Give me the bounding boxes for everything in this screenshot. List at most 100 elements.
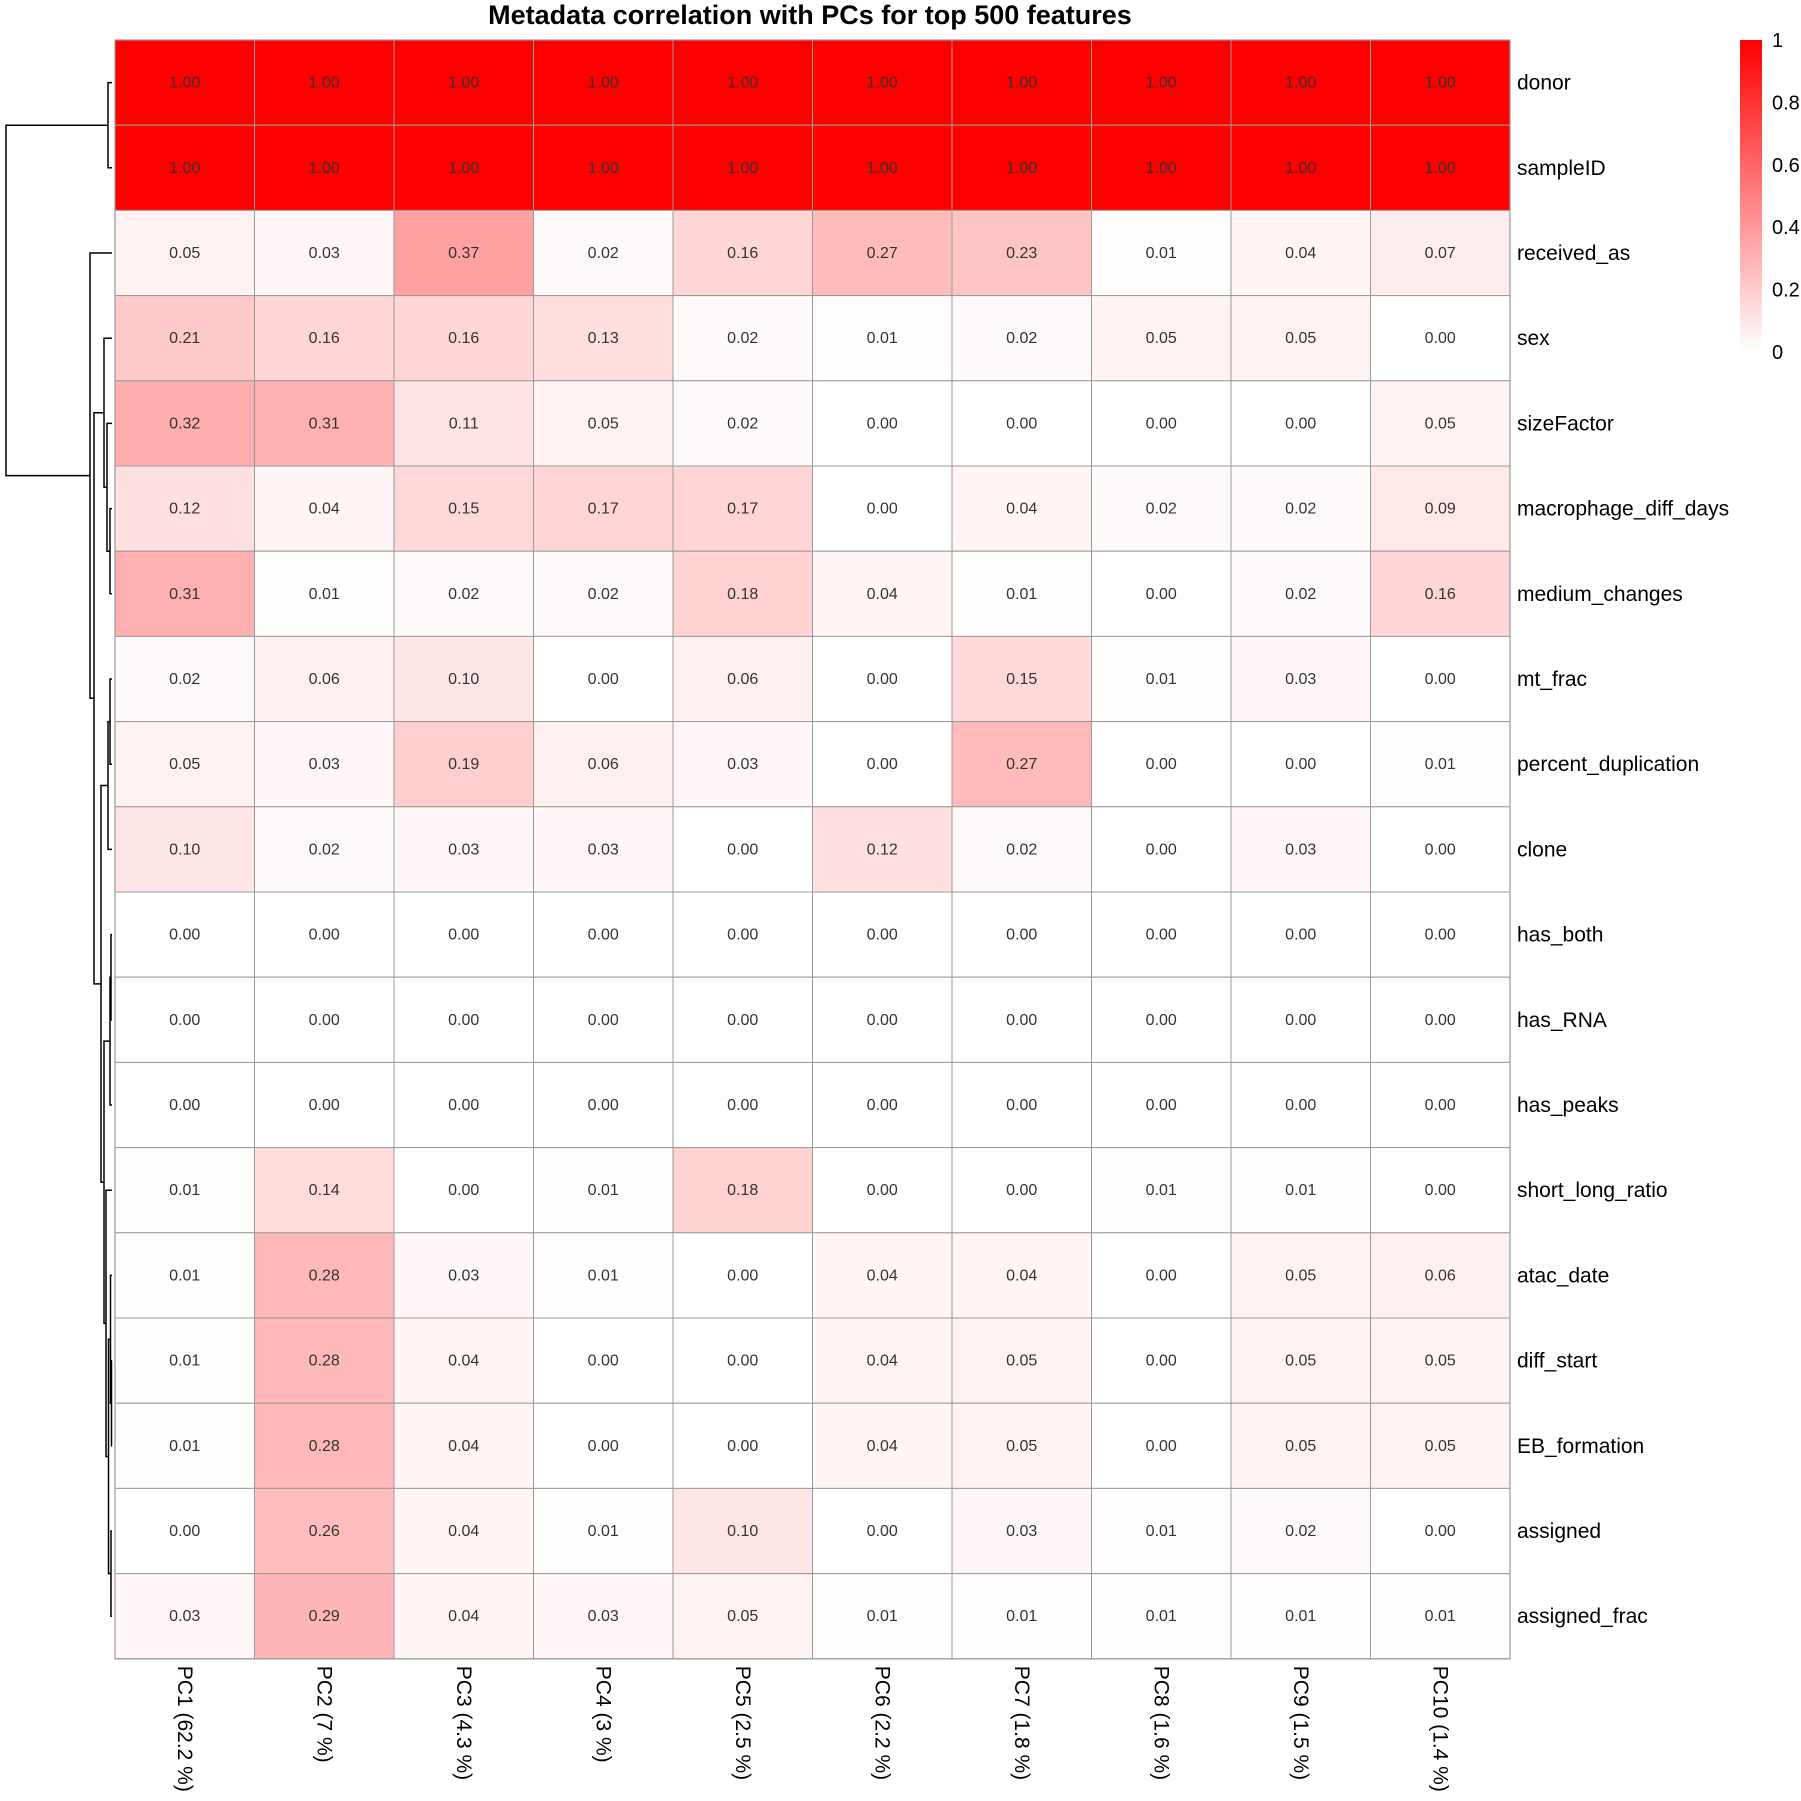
heatmap-cell [533,635,674,723]
heatmap-cell [533,1487,674,1575]
heatmap-cell [1091,39,1232,126]
cell-value-label: 0.04 [448,1353,479,1370]
heatmap-cell [1370,295,1511,382]
cell-value-label: 0.26 [309,1523,340,1540]
heatmap-cell [812,550,953,637]
cell-value-label: 0.15 [448,501,479,518]
heatmap-cell [393,1061,534,1149]
cell-value-label: 0.05 [1285,1353,1316,1370]
heatmap-cell [114,465,255,552]
heatmap-cell [533,1402,674,1489]
row-label: assigned_frac [1517,1605,1648,1628]
cell-value-label: 0.00 [1146,415,1177,432]
cell-value-label: 0.03 [1006,1523,1037,1540]
heatmap-cell [533,124,674,211]
cell-value-label: 0.01 [1425,1608,1456,1625]
heatmap-cell [1091,1232,1232,1319]
cell-value-label: 0.01 [1146,245,1177,262]
cell-value-label: 0.00 [1146,1097,1177,1114]
heatmap-cell [672,465,813,552]
heatmap-cell [114,1317,255,1404]
heatmap-cell [393,1487,534,1575]
cell-value-label: 0.00 [1146,927,1177,944]
cell-value-label: 0.10 [169,841,200,858]
cell-value-label: 1.00 [169,160,200,177]
heatmap-cell [1370,976,1511,1063]
dendrogram-branch [110,1530,112,1617]
heatmap-cell [1230,1317,1371,1404]
heatmap-cell [533,1232,674,1319]
cell-value-label: 0.00 [727,927,758,944]
heatmap-cell [812,1487,953,1575]
cell-value-label: 1.00 [1006,75,1037,92]
heatmap-cell [1230,209,1371,297]
heatmap-cell [1230,124,1371,211]
cell-value-label: 0.00 [867,415,898,432]
cell-value-label: 0.01 [1006,586,1037,603]
heatmap-cell [393,124,534,211]
cell-value-label: 0.04 [309,501,340,518]
cell-value-label: 0.01 [867,330,898,347]
heatmap-cell [393,635,534,723]
cell-value-label: 0.04 [867,1438,898,1455]
heatmap-cell [812,891,953,978]
cell-value-label: 0.28 [309,1353,340,1370]
heatmap-cell [1370,124,1511,211]
heatmap-cell [254,635,395,723]
cell-value-label: 0.00 [1146,1438,1177,1455]
cell-value-label: 0.16 [727,245,758,262]
cell-value-label: 0.00 [448,1182,479,1199]
heatmap-cell [114,39,255,126]
legend-tick-label: 1 [1772,30,1783,52]
cell-value-label: 0.02 [588,245,619,262]
cell-value-label: 0.02 [727,330,758,347]
row-label: macrophage_diff_days [1517,498,1729,521]
cell-value-label: 0.00 [309,927,340,944]
cell-value-label: 0.00 [727,1097,758,1114]
heatmap-cell [951,1317,1092,1404]
cell-value-label: 0.12 [867,841,898,858]
heatmap-cell [1370,380,1511,467]
heatmap-cell [672,635,813,723]
cell-value-label: 0.05 [1285,1438,1316,1455]
heatmap-cell [533,1317,674,1404]
column-label: PC9 (1.5 %) [1289,1666,1312,1780]
cell-value-label: 0.00 [1285,927,1316,944]
heatmap-cell [1091,1573,1232,1660]
cell-value-label: 0.19 [448,756,479,773]
cell-value-label: 0.00 [867,671,898,688]
row-label: has_RNA [1517,1009,1607,1032]
heatmap-cell [1230,635,1371,723]
heatmap-cell [1230,380,1371,467]
cell-value-label: 0.05 [1006,1353,1037,1370]
cell-value-label: 0.00 [1425,1097,1456,1114]
heatmap-cell [254,1402,395,1489]
cell-value-label: 0.03 [588,841,619,858]
cell-value-label: 0.02 [1285,1523,1316,1540]
row-label: sex [1517,327,1550,350]
heatmap-cell [254,1147,395,1234]
heatmap-cell [672,1147,813,1234]
cell-value-label: 0.28 [309,1267,340,1284]
dendrogram-branch [110,933,112,1021]
cell-value-label: 1.00 [309,160,340,177]
cell-value-label: 0.04 [448,1608,479,1625]
cell-value-label: 0.01 [1285,1608,1316,1625]
cell-value-label: 1.00 [309,75,340,92]
heatmap-cell [254,39,395,126]
heatmap-cell [533,721,674,808]
heatmap-cell [812,39,953,126]
cell-value-label: 0.21 [169,330,200,347]
row-label: donor [1517,72,1571,95]
cell-value-label: 0.00 [1425,330,1456,347]
heatmap-cell [812,721,953,808]
heatmap-cell [951,380,1092,467]
heatmap-cell [393,209,534,297]
cell-value-label: 0.04 [1006,1267,1037,1284]
heatmap-cell [951,635,1092,723]
cell-value-label: 0.14 [309,1182,340,1199]
heatmap-cell [254,380,395,467]
cell-value-label: 0.00 [588,1353,619,1370]
heatmap-cell [1091,806,1232,893]
heatmap-cell [393,1402,534,1489]
